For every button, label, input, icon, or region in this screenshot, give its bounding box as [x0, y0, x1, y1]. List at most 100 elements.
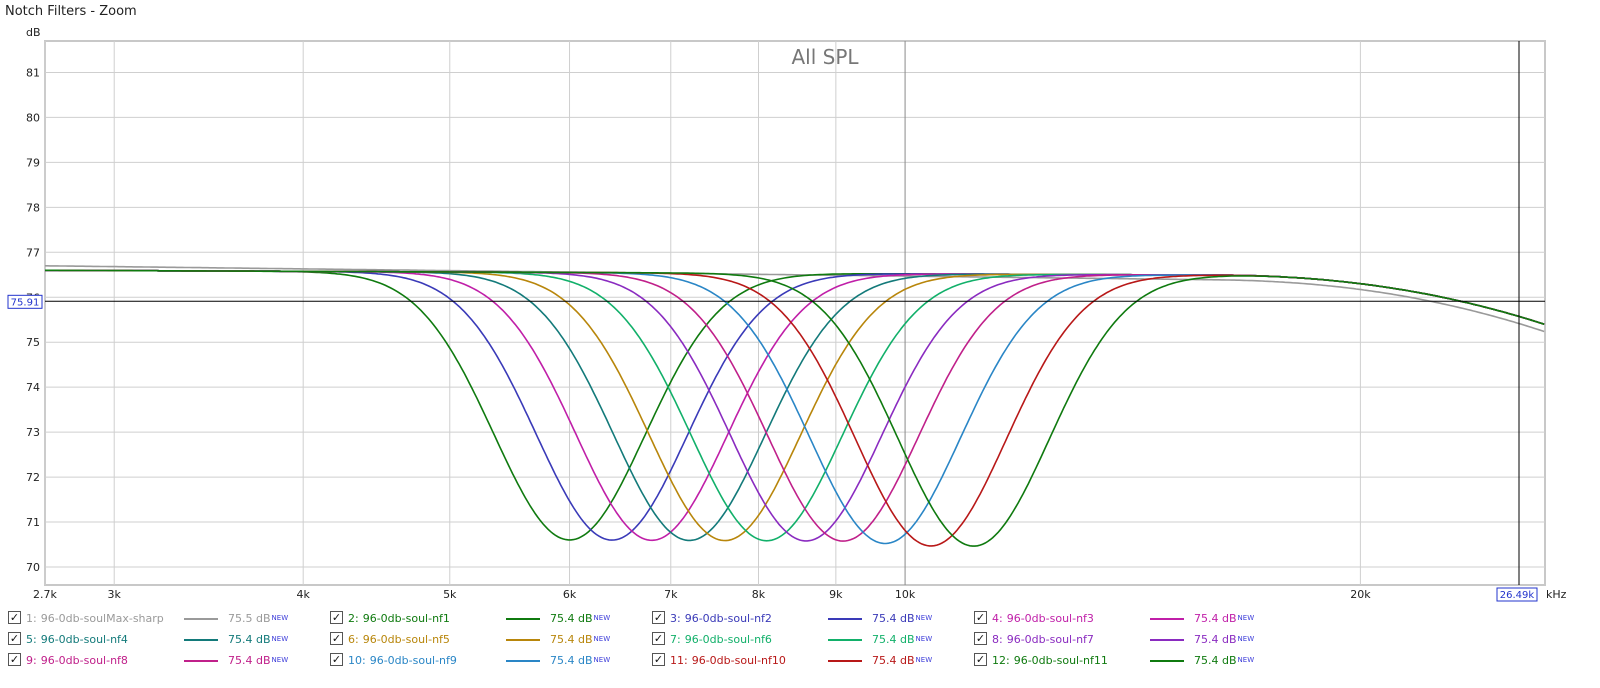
legend-row: ✓ 9: 96-0db-soul-nf8 75.4 dBNEW ✓ 10: 96-0db-s…	[0, 650, 1600, 671]
legend-new-badge: NEW	[915, 614, 933, 622]
legend-label[interactable]: 11: 96-0db-soul-nf10	[670, 650, 786, 671]
legend-color-swatch	[506, 639, 540, 641]
legend-label[interactable]: 3: 96-0db-soul-nf2	[670, 608, 772, 629]
series-line-12	[45, 269, 1545, 547]
legend-checkbox[interactable]: ✓	[652, 653, 665, 666]
x-tick-label: 10k	[895, 588, 916, 601]
legend-color-swatch	[828, 618, 862, 620]
legend-label[interactable]: 4: 96-0db-soul-nf3	[992, 608, 1094, 629]
legend-new-badge: NEW	[1237, 656, 1255, 664]
legend-value: 75.4 dBNEW	[228, 629, 288, 650]
legend-index: 10:	[348, 654, 366, 667]
legend-color-swatch	[1150, 618, 1184, 620]
legend-checkbox[interactable]: ✓	[974, 653, 987, 666]
legend-item: ✓ 3: 96-0db-soul-nf2 75.4 dBNEW	[650, 608, 960, 629]
legend-color-swatch	[184, 639, 218, 641]
legend-label[interactable]: 1: 96-0db-soulMax-sharp	[26, 608, 164, 629]
legend-value: 75.5 dBNEW	[228, 608, 288, 629]
cursor-y-box	[7, 294, 43, 309]
legend-new-badge: NEW	[271, 614, 289, 622]
legend-item: ✓ 12: 96-0db-soul-nf11 75.4 dBNEW	[972, 650, 1282, 671]
legend-checkbox[interactable]: ✓	[974, 632, 987, 645]
legend-label[interactable]: 9: 96-0db-soul-nf8	[26, 650, 128, 671]
cursor-x-readout: 26.49k	[1500, 590, 1535, 601]
y-tick-label: 75	[26, 336, 40, 349]
legend-series-name: 96-0db-soulMax-sharp	[40, 612, 164, 625]
legend-series-name: 96-0db-soul-nf1	[362, 612, 450, 625]
curve-layer	[45, 264, 1545, 547]
legend-value-text: 75.4 dB	[1194, 654, 1237, 667]
legend-value-text: 75.4 dB	[872, 654, 915, 667]
y-axis-label: dB	[26, 26, 41, 39]
legend-color-swatch	[506, 660, 540, 662]
legend-index: 2:	[348, 612, 359, 625]
x-tick-label: 8k	[752, 588, 766, 601]
legend-item: ✓ 2: 96-0db-soul-nf1 75.4 dBNEW	[328, 608, 638, 629]
legend-item: ✓ 9: 96-0db-soul-nf8 75.4 dBNEW	[6, 650, 316, 671]
legend-label[interactable]: 10: 96-0db-soul-nf9	[348, 650, 457, 671]
series-line-1	[45, 264, 1545, 333]
x-tick-label: 4k	[296, 588, 310, 601]
legend-value-text: 75.5 dB	[228, 612, 271, 625]
legend-series-name: 96-0db-soul-nf8	[40, 654, 128, 667]
legend-value: 75.4 dBNEW	[872, 629, 932, 650]
legend-row: ✓ 1: 96-0db-soulMax-sharp 75.5 dBNEW ✓ 2: 96-0…	[0, 608, 1600, 629]
legend-series-name: 96-0db-soul-nf2	[684, 612, 772, 625]
legend-color-swatch	[506, 618, 540, 620]
legend-new-badge: NEW	[271, 656, 289, 664]
legend-new-badge: NEW	[593, 635, 611, 643]
legend-label[interactable]: 5: 96-0db-soul-nf4	[26, 629, 128, 650]
legend-checkbox[interactable]: ✓	[330, 611, 343, 624]
legend-label[interactable]: 12: 96-0db-soul-nf11	[992, 650, 1108, 671]
legend-label[interactable]: 7: 96-0db-soul-nf6	[670, 629, 772, 650]
grid-layer	[44, 40, 1546, 586]
legend-series-name: 96-0db-soul-nf4	[40, 633, 128, 646]
y-tick-label: 80	[26, 111, 40, 124]
legend-new-badge: NEW	[1237, 614, 1255, 622]
y-tick-label: 73	[26, 426, 40, 439]
legend-color-swatch	[828, 639, 862, 641]
y-tick-label: 79	[26, 156, 40, 169]
legend-value: 75.4 dBNEW	[550, 629, 610, 650]
legend-new-badge: NEW	[915, 635, 933, 643]
spl-chart[interactable]: 7071727374757677787980812.7k3k4k5k6k7k8k…	[0, 0, 1600, 606]
legend-value-text: 75.4 dB	[1194, 633, 1237, 646]
legend-index: 1:	[26, 612, 37, 625]
legend-index: 8:	[992, 633, 1003, 646]
x-tick-label: 7k	[664, 588, 678, 601]
legend-checkbox[interactable]: ✓	[974, 611, 987, 624]
legend-checkbox[interactable]: ✓	[330, 653, 343, 666]
legend-checkbox[interactable]: ✓	[8, 653, 21, 666]
legend-checkbox[interactable]: ✓	[8, 611, 21, 624]
legend-value: 75.4 dBNEW	[228, 650, 288, 671]
legend-value-text: 75.4 dB	[228, 633, 271, 646]
y-tick-label: 74	[26, 381, 40, 394]
legend-checkbox[interactable]: ✓	[330, 632, 343, 645]
legend-new-badge: NEW	[593, 614, 611, 622]
legend-label[interactable]: 2: 96-0db-soul-nf1	[348, 608, 450, 629]
legend-new-badge: NEW	[1237, 635, 1255, 643]
legend-item: ✓ 11: 96-0db-soul-nf10 75.4 dBNEW	[650, 650, 960, 671]
legend-item: ✓ 6: 96-0db-soul-nf5 75.4 dBNEW	[328, 629, 638, 650]
legend-value-text: 75.4 dB	[550, 612, 593, 625]
legend-item: ✓ 10: 96-0db-soul-nf9 75.4 dBNEW	[328, 650, 638, 671]
legend-value: 75.4 dBNEW	[1194, 629, 1254, 650]
legend-series-name: 96-0db-soul-nf10	[691, 654, 786, 667]
legend-value: 75.4 dBNEW	[550, 650, 610, 671]
legend-index: 11:	[670, 654, 688, 667]
legend-value-text: 75.4 dB	[228, 654, 271, 667]
legend-new-badge: NEW	[593, 656, 611, 664]
legend-item: ✓ 8: 96-0db-soul-nf7 75.4 dBNEW	[972, 629, 1282, 650]
legend-color-swatch	[828, 660, 862, 662]
legend-checkbox[interactable]: ✓	[652, 632, 665, 645]
legend-value-text: 75.4 dB	[872, 612, 915, 625]
cursor-y-readout: 75.91	[11, 297, 40, 308]
legend-checkbox[interactable]: ✓	[652, 611, 665, 624]
cursor-x-box	[1496, 587, 1538, 602]
legend-value-text: 75.4 dB	[550, 633, 593, 646]
legend-label[interactable]: 6: 96-0db-soul-nf5	[348, 629, 450, 650]
legend-series-name: 96-0db-soul-nf7	[1006, 633, 1094, 646]
legend-index: 4:	[992, 612, 1003, 625]
legend-label[interactable]: 8: 96-0db-soul-nf7	[992, 629, 1094, 650]
legend-checkbox[interactable]: ✓	[8, 632, 21, 645]
